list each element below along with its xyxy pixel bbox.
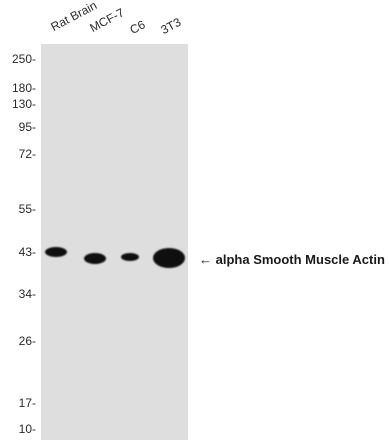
band-c6 (121, 253, 139, 261)
marker-55: 55- (18, 202, 36, 216)
lane-label-3t3: 3T3 (158, 14, 184, 37)
band-rat-brain (45, 247, 67, 257)
left-arrow-icon: ← (199, 252, 212, 267)
marker-95: 95- (18, 120, 36, 134)
band-3t3 (153, 248, 185, 268)
target-protein-label: alpha Smooth Muscle Actin (215, 252, 385, 267)
band-mcf7 (84, 253, 106, 264)
marker-34: 34- (18, 287, 36, 301)
marker-130: 130- (11, 97, 36, 111)
marker-180: 180- (11, 81, 36, 95)
marker-250: 250- (11, 52, 36, 66)
marker-10: 10- (18, 422, 36, 436)
marker-43: 43- (18, 245, 36, 259)
lane-label-c6: C6 (127, 17, 148, 37)
band-annotation-label: ← alpha Smooth Muscle Actin (199, 252, 385, 267)
marker-26: 26- (18, 334, 36, 348)
marker-17: 17- (18, 396, 36, 410)
marker-72: 72- (18, 147, 36, 161)
blot-membrane (41, 44, 188, 440)
